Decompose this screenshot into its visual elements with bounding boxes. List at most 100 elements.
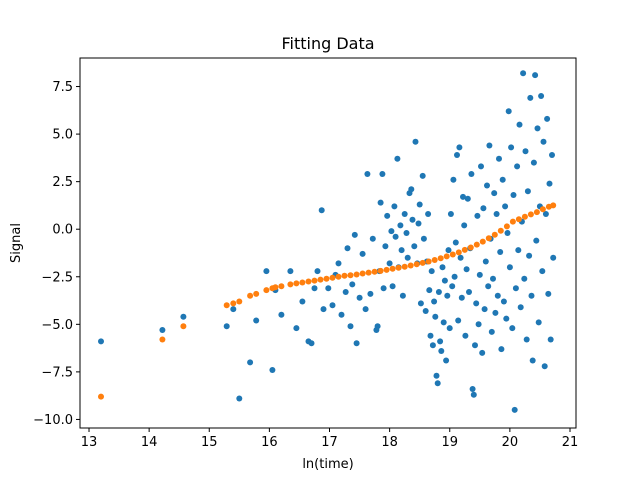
data-point (485, 235, 492, 242)
data-point (409, 216, 416, 223)
data-point (422, 308, 429, 314)
data-point (509, 218, 516, 225)
data-point (512, 285, 519, 292)
data-point (475, 321, 482, 328)
data-point (293, 280, 300, 287)
data-point (523, 336, 530, 343)
data-point (491, 190, 498, 197)
data-point (311, 285, 318, 292)
data-point (236, 395, 243, 402)
data-point (496, 155, 502, 162)
plot-points (98, 70, 557, 413)
data-point (457, 254, 464, 261)
data-point (480, 205, 487, 212)
data-point (529, 357, 536, 364)
y-tick-label: 2.5 (52, 175, 73, 190)
data-point (407, 262, 414, 269)
data-point (440, 319, 447, 326)
data-point (492, 309, 499, 316)
y-tick-label: −7.5 (41, 365, 73, 380)
data-point (464, 195, 471, 202)
y-axis-label: Signal (9, 223, 24, 263)
x-tick-label: 19 (441, 435, 458, 450)
data-point (362, 306, 369, 313)
data-point (364, 171, 371, 177)
data-point (542, 211, 549, 217)
data-point (503, 315, 510, 322)
data-point (377, 267, 384, 274)
data-point (445, 247, 452, 254)
data-point (516, 121, 523, 128)
data-point (443, 253, 450, 260)
data-point (491, 231, 498, 238)
data-point (521, 275, 528, 282)
data-point (481, 306, 488, 313)
data-point (367, 290, 374, 297)
data-point (386, 260, 393, 267)
data-point (391, 203, 398, 210)
data-point (431, 257, 438, 263)
data-point (98, 338, 104, 345)
data-point (426, 287, 433, 294)
data-point (533, 209, 540, 216)
data-point (338, 311, 345, 318)
data-point (446, 325, 453, 332)
data-point (425, 211, 432, 217)
data-point (247, 359, 254, 366)
data-point (469, 386, 476, 392)
data-point (314, 268, 321, 275)
data-point (389, 283, 396, 290)
data-point (447, 211, 454, 217)
data-point (509, 325, 516, 332)
data-point (287, 281, 294, 288)
data-point (415, 220, 422, 227)
data-point (413, 261, 420, 268)
data-point (510, 192, 517, 198)
data-point (547, 336, 554, 343)
data-point (236, 298, 243, 305)
data-point (272, 284, 279, 291)
x-tick-label: 15 (201, 435, 218, 450)
data-point (515, 247, 522, 254)
data-point (527, 94, 534, 101)
data-point (522, 148, 529, 155)
x-tick-label: 14 (141, 435, 158, 450)
data-point (527, 211, 534, 218)
data-point (463, 266, 470, 273)
data-point (180, 313, 187, 320)
data-point (392, 233, 399, 240)
data-point (411, 243, 418, 250)
data-point (305, 278, 312, 285)
data-point (456, 144, 463, 151)
data-point (230, 300, 237, 307)
data-point (493, 211, 500, 217)
data-point (356, 294, 363, 301)
data-point (455, 249, 462, 256)
data-point (159, 327, 166, 333)
data-point (534, 125, 541, 132)
data-point (539, 206, 546, 213)
data-point (223, 323, 230, 330)
data-point (467, 244, 474, 251)
data-point (550, 202, 557, 209)
data-point (223, 302, 230, 309)
data-point (253, 290, 260, 297)
data-point (539, 268, 546, 275)
x-tick-label: 20 (502, 435, 519, 450)
data-point (473, 300, 480, 307)
data-point (388, 228, 395, 235)
data-point (278, 283, 285, 290)
data-point (450, 176, 457, 183)
data-point (462, 332, 469, 339)
data-point (351, 231, 358, 238)
data-point (371, 268, 378, 275)
data-point (382, 243, 389, 250)
data-point (546, 180, 553, 187)
data-point (427, 332, 434, 339)
data-point (299, 279, 306, 286)
data-point (482, 258, 489, 265)
data-point (419, 259, 426, 266)
data-point (438, 348, 445, 354)
data-point (458, 294, 465, 301)
y-axis: −10.0 −7.5 −5.0 −2.5 0.0 2.5 5.0 7.5 (33, 80, 80, 428)
